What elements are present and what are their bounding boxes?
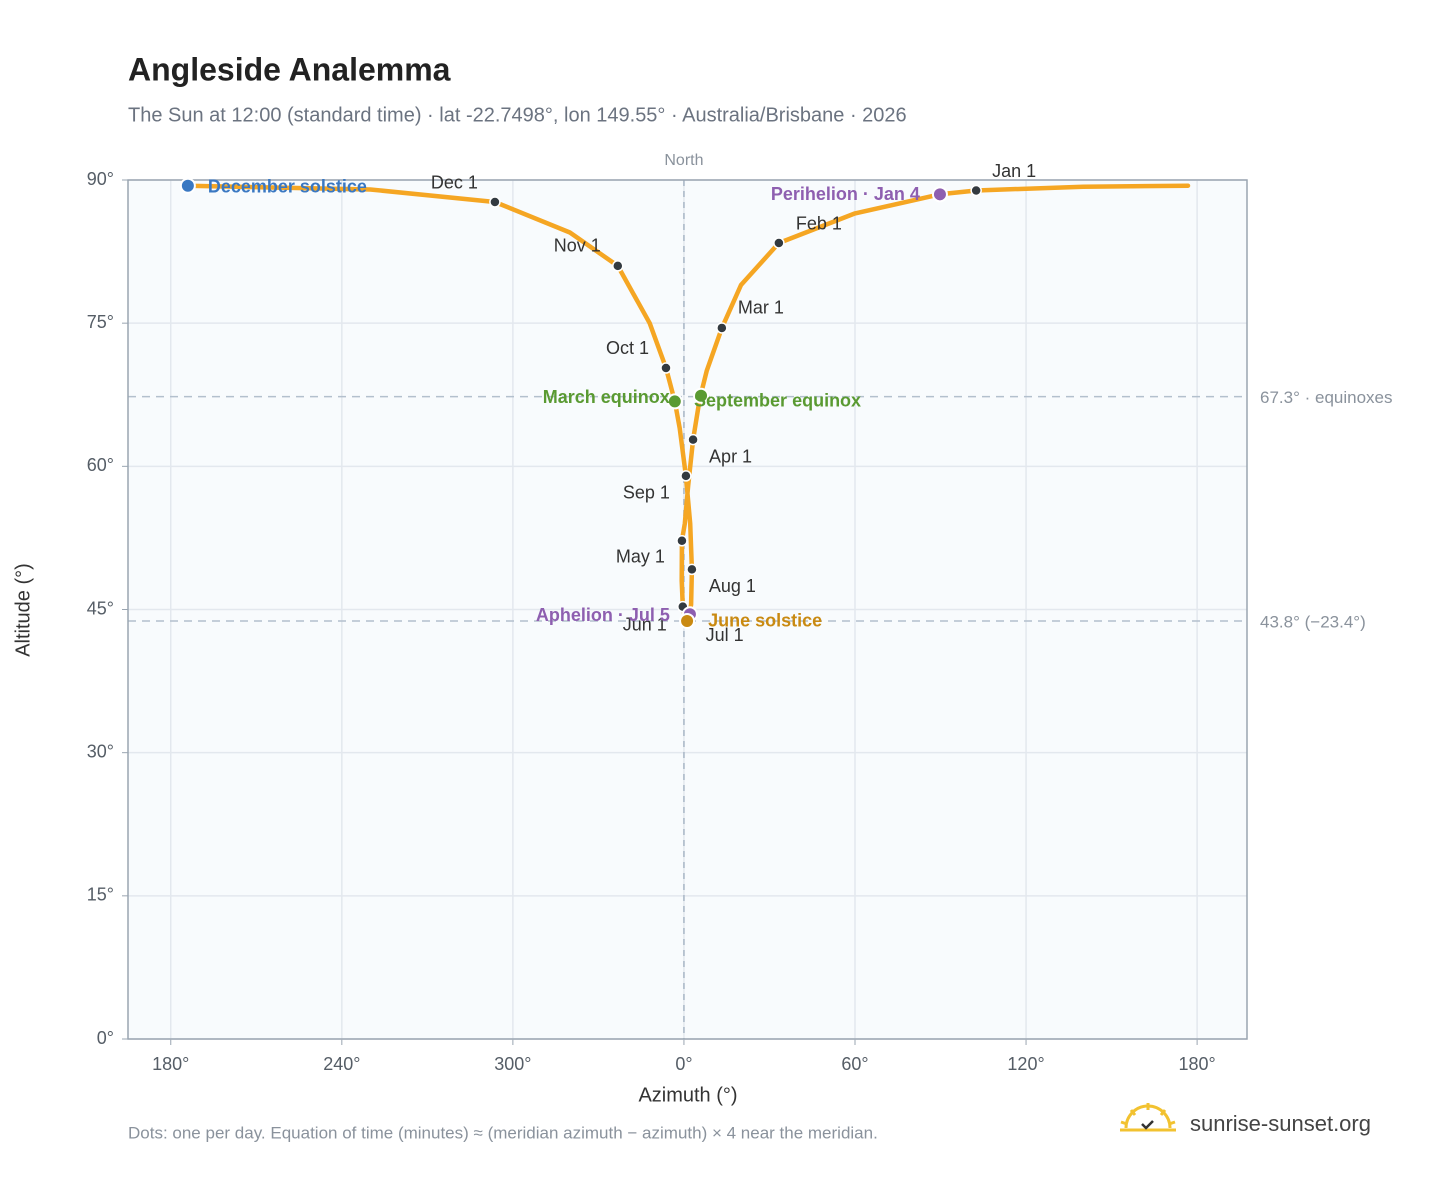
x-tick-label: 120° bbox=[1007, 1054, 1044, 1074]
x-tick-label: 60° bbox=[841, 1054, 868, 1074]
north-label: North bbox=[664, 152, 703, 169]
date-marker bbox=[660, 362, 672, 374]
y-tick-label: 90° bbox=[87, 169, 114, 189]
x-tick-label: 180° bbox=[1178, 1054, 1215, 1074]
date-label: Feb 1 bbox=[796, 214, 842, 234]
date-label: Jun 1 bbox=[623, 614, 667, 634]
date-marker bbox=[686, 563, 698, 576]
event-label: September equinox bbox=[694, 390, 861, 410]
y-tick-label: 45° bbox=[87, 598, 114, 618]
date-label: Aug 1 bbox=[709, 576, 756, 596]
date-label: May 1 bbox=[616, 547, 665, 567]
x-tick-label: 0° bbox=[675, 1054, 692, 1074]
date-marker bbox=[489, 196, 501, 208]
event-label: June solstice bbox=[708, 611, 822, 631]
event-marker bbox=[693, 387, 710, 404]
date-label: Jul 1 bbox=[706, 625, 744, 645]
footnote: Dots: one per day. Equation of time (min… bbox=[128, 1123, 878, 1142]
event-label: Perihelion · Jan 4 bbox=[771, 184, 920, 204]
date-marker bbox=[612, 260, 624, 272]
reference-label: 67.3° · equinoxes bbox=[1260, 388, 1393, 407]
date-label: Oct 1 bbox=[606, 338, 649, 358]
y-tick-label: 30° bbox=[87, 741, 114, 761]
chart-subtitle: The Sun at 12:00 (standard time) · lat -… bbox=[128, 104, 907, 126]
event-label: December solstice bbox=[208, 176, 367, 196]
brand-text: sunrise-sunset.org bbox=[1190, 1111, 1371, 1136]
x-tick-label: 300° bbox=[494, 1054, 531, 1074]
plot-frame bbox=[127, 179, 1248, 1040]
date-label: Mar 1 bbox=[738, 298, 784, 318]
reference-label: 43.8° (−23.4°) bbox=[1260, 612, 1366, 631]
event-label: March equinox bbox=[543, 387, 670, 407]
y-tick-label: 0° bbox=[97, 1028, 114, 1048]
date-marker bbox=[680, 470, 692, 482]
x-tick-label: 180° bbox=[152, 1054, 189, 1074]
y-tick-label: 15° bbox=[87, 885, 114, 905]
event-marker bbox=[679, 612, 696, 629]
event-label: Aphelion · Jul 5 bbox=[536, 605, 670, 625]
x-tick-label: 240° bbox=[323, 1054, 360, 1074]
date-label: Sep 1 bbox=[623, 483, 670, 503]
y-tick-label: 75° bbox=[87, 312, 114, 332]
y-axis-label: Altitude (°) bbox=[12, 563, 34, 657]
date-marker bbox=[773, 237, 785, 249]
date-label: Jan 1 bbox=[992, 161, 1036, 181]
x-axis-label: Azimuth (°) bbox=[638, 1084, 737, 1106]
event-marker bbox=[931, 186, 948, 203]
date-label: Dec 1 bbox=[431, 173, 478, 193]
date-label: Nov 1 bbox=[554, 236, 601, 256]
brand-logo bbox=[1120, 1103, 1176, 1132]
date-marker bbox=[970, 184, 982, 197]
date-marker bbox=[676, 535, 688, 547]
event-marker bbox=[179, 177, 196, 194]
date-marker bbox=[687, 433, 699, 446]
date-marker bbox=[716, 322, 728, 334]
y-tick-label: 60° bbox=[87, 455, 114, 475]
event-marker bbox=[666, 393, 683, 410]
date-label: Apr 1 bbox=[709, 446, 752, 466]
chart-title: Angleside Analemma bbox=[128, 51, 451, 87]
